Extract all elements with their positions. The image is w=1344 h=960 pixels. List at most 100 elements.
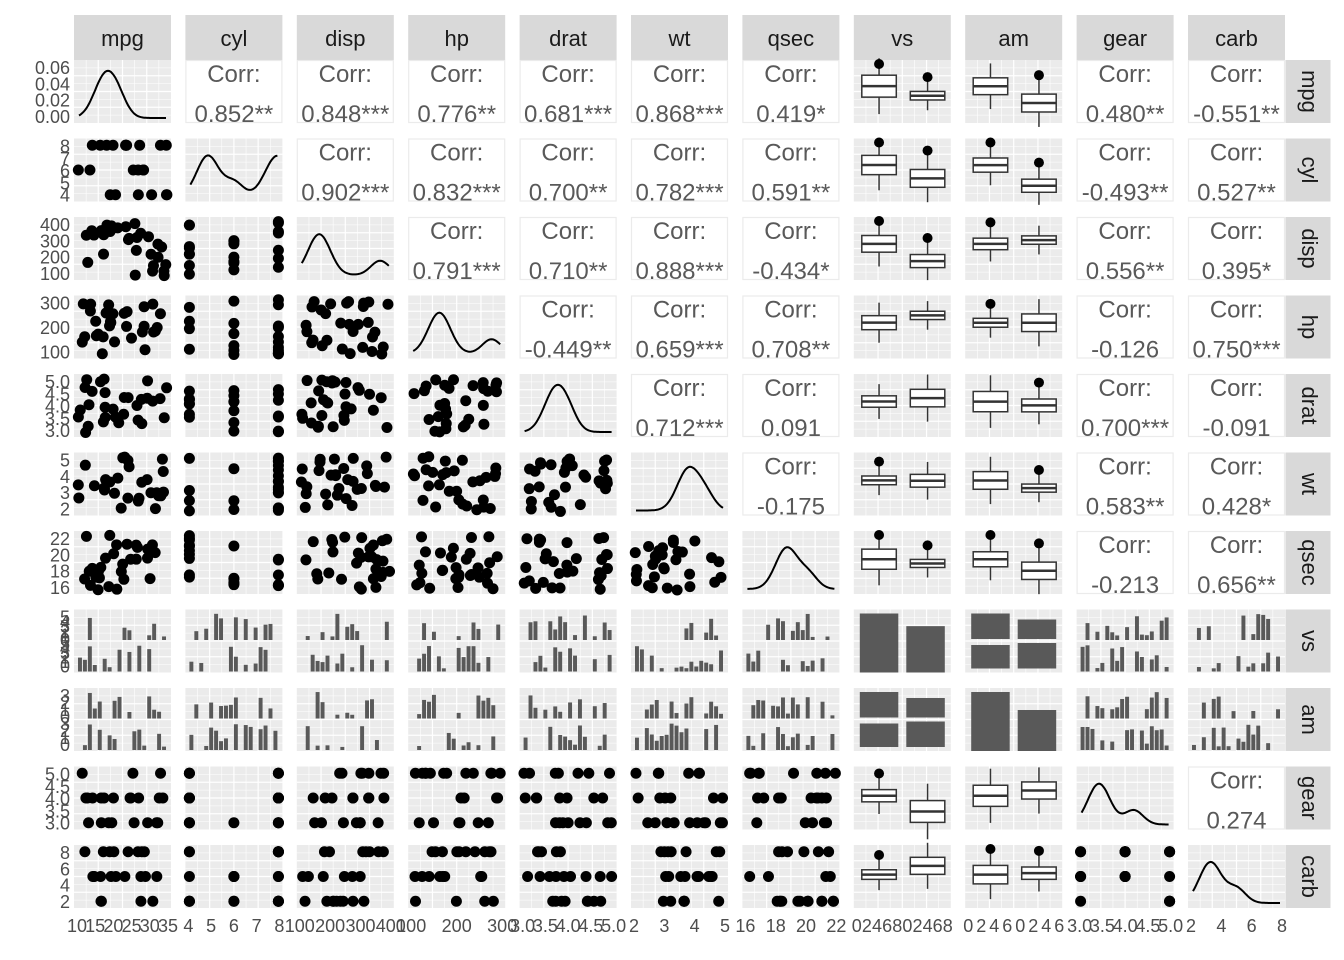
scatter-point xyxy=(482,817,494,829)
scatter-point xyxy=(127,767,139,779)
scatter-point xyxy=(122,492,134,504)
histogram-bar xyxy=(1159,729,1164,750)
histogram-bar xyxy=(92,708,97,719)
corr-value: 0.681*** xyxy=(524,101,612,128)
y-tick-label: 3 xyxy=(60,643,70,663)
scatter-point xyxy=(382,298,394,310)
histogram-bar xyxy=(805,665,810,672)
scatter-point xyxy=(436,846,448,858)
histogram-bar xyxy=(689,697,694,719)
right-strip-label: disp xyxy=(1297,228,1322,268)
top-strip-label: drat xyxy=(549,26,587,51)
scatter-point xyxy=(302,871,314,882)
histogram-bar xyxy=(1164,745,1169,750)
histogram-bar xyxy=(602,734,607,750)
scatter-point xyxy=(95,817,107,829)
scatter-point xyxy=(183,484,195,496)
histogram-bar xyxy=(224,705,228,719)
scatter-point xyxy=(156,453,168,465)
scatter-point xyxy=(667,534,679,546)
scatter-point xyxy=(228,540,240,552)
y-tick-label: 2 xyxy=(60,648,70,668)
scatter-point xyxy=(306,337,318,349)
corr-label: Corr: xyxy=(541,297,594,324)
scatter-point xyxy=(108,548,120,560)
corr-label: Corr: xyxy=(319,61,372,88)
x-tick-label: 5 xyxy=(720,916,730,936)
scatter-point xyxy=(827,895,839,907)
histogram-bar xyxy=(1192,744,1196,750)
scatter-point xyxy=(100,307,112,319)
histogram-bar xyxy=(370,699,374,719)
histogram-bar xyxy=(543,667,548,672)
y-tick-label: 1 xyxy=(60,625,70,645)
scatter-point xyxy=(363,296,375,308)
histogram-bar xyxy=(704,729,709,750)
scatter-point xyxy=(829,767,841,779)
y-tick-label: 100 xyxy=(40,343,70,363)
outlier-point xyxy=(874,456,885,467)
histogram-bar xyxy=(258,697,263,719)
x-tick-label: 4 xyxy=(989,916,999,936)
x-tick-label: 8 xyxy=(1277,916,1287,936)
scatter-point xyxy=(300,319,312,331)
histogram-bar xyxy=(1139,730,1144,750)
scatter-point xyxy=(157,465,169,477)
corr-panel xyxy=(296,59,394,124)
histogram-bar xyxy=(709,664,714,672)
scatter-point xyxy=(463,413,475,425)
scatter-point xyxy=(300,488,312,500)
histogram-bar xyxy=(1110,632,1115,640)
scatter-point xyxy=(802,895,814,907)
corr-panel xyxy=(1076,295,1174,359)
y-tick-label: 3 xyxy=(60,483,70,503)
x-tick-label: 4.0 xyxy=(1113,916,1138,936)
scatter-point xyxy=(131,399,143,411)
scatter-point xyxy=(128,817,140,829)
scatter-point xyxy=(450,895,462,907)
histogram-bar xyxy=(1105,625,1110,640)
histogram-bar xyxy=(592,659,597,672)
x-tick-label: 300 xyxy=(487,916,517,936)
scatter-point xyxy=(315,304,327,316)
scatter-point xyxy=(408,388,420,400)
scatter-point xyxy=(376,348,388,360)
right-strip xyxy=(1285,688,1331,751)
scatter-point xyxy=(142,375,154,387)
x-tick-label: 100 xyxy=(285,916,315,936)
histogram-bar xyxy=(253,627,258,640)
histogram-bar xyxy=(107,735,112,750)
scatter-point xyxy=(494,767,506,779)
scatter-point xyxy=(416,531,428,543)
histogram-bar xyxy=(649,704,654,719)
histogram-bar xyxy=(137,645,142,672)
scatter-point xyxy=(228,317,240,329)
scatter-point xyxy=(132,495,144,507)
histogram-bar xyxy=(157,733,162,750)
density-curve xyxy=(412,311,501,353)
scatter-point xyxy=(812,846,824,858)
scatter-point xyxy=(464,547,476,559)
scatter-point xyxy=(301,375,313,387)
y-tick-label: 2 xyxy=(60,721,70,741)
scatter-point xyxy=(588,792,600,804)
scatter-point xyxy=(272,261,284,273)
scatter-point xyxy=(782,846,794,858)
corr-value: 0.782*** xyxy=(635,180,723,207)
outlier-point xyxy=(874,530,885,540)
scatter-point xyxy=(325,298,337,310)
outlier-point xyxy=(874,137,885,148)
y-tick-label: 5.0 xyxy=(45,372,70,392)
histogram-bar xyxy=(800,630,805,640)
histogram-bar xyxy=(1266,618,1271,640)
histogram-bar xyxy=(533,621,538,640)
histogram-bar xyxy=(243,619,248,640)
scatter-point xyxy=(152,251,164,263)
scatter-point xyxy=(272,895,284,907)
histogram-bar xyxy=(528,622,533,640)
y-tick-label: 7 xyxy=(60,149,70,169)
histogram-bar xyxy=(649,734,654,750)
histogram-bar xyxy=(1201,737,1206,750)
corr-label: Corr: xyxy=(1210,140,1263,167)
